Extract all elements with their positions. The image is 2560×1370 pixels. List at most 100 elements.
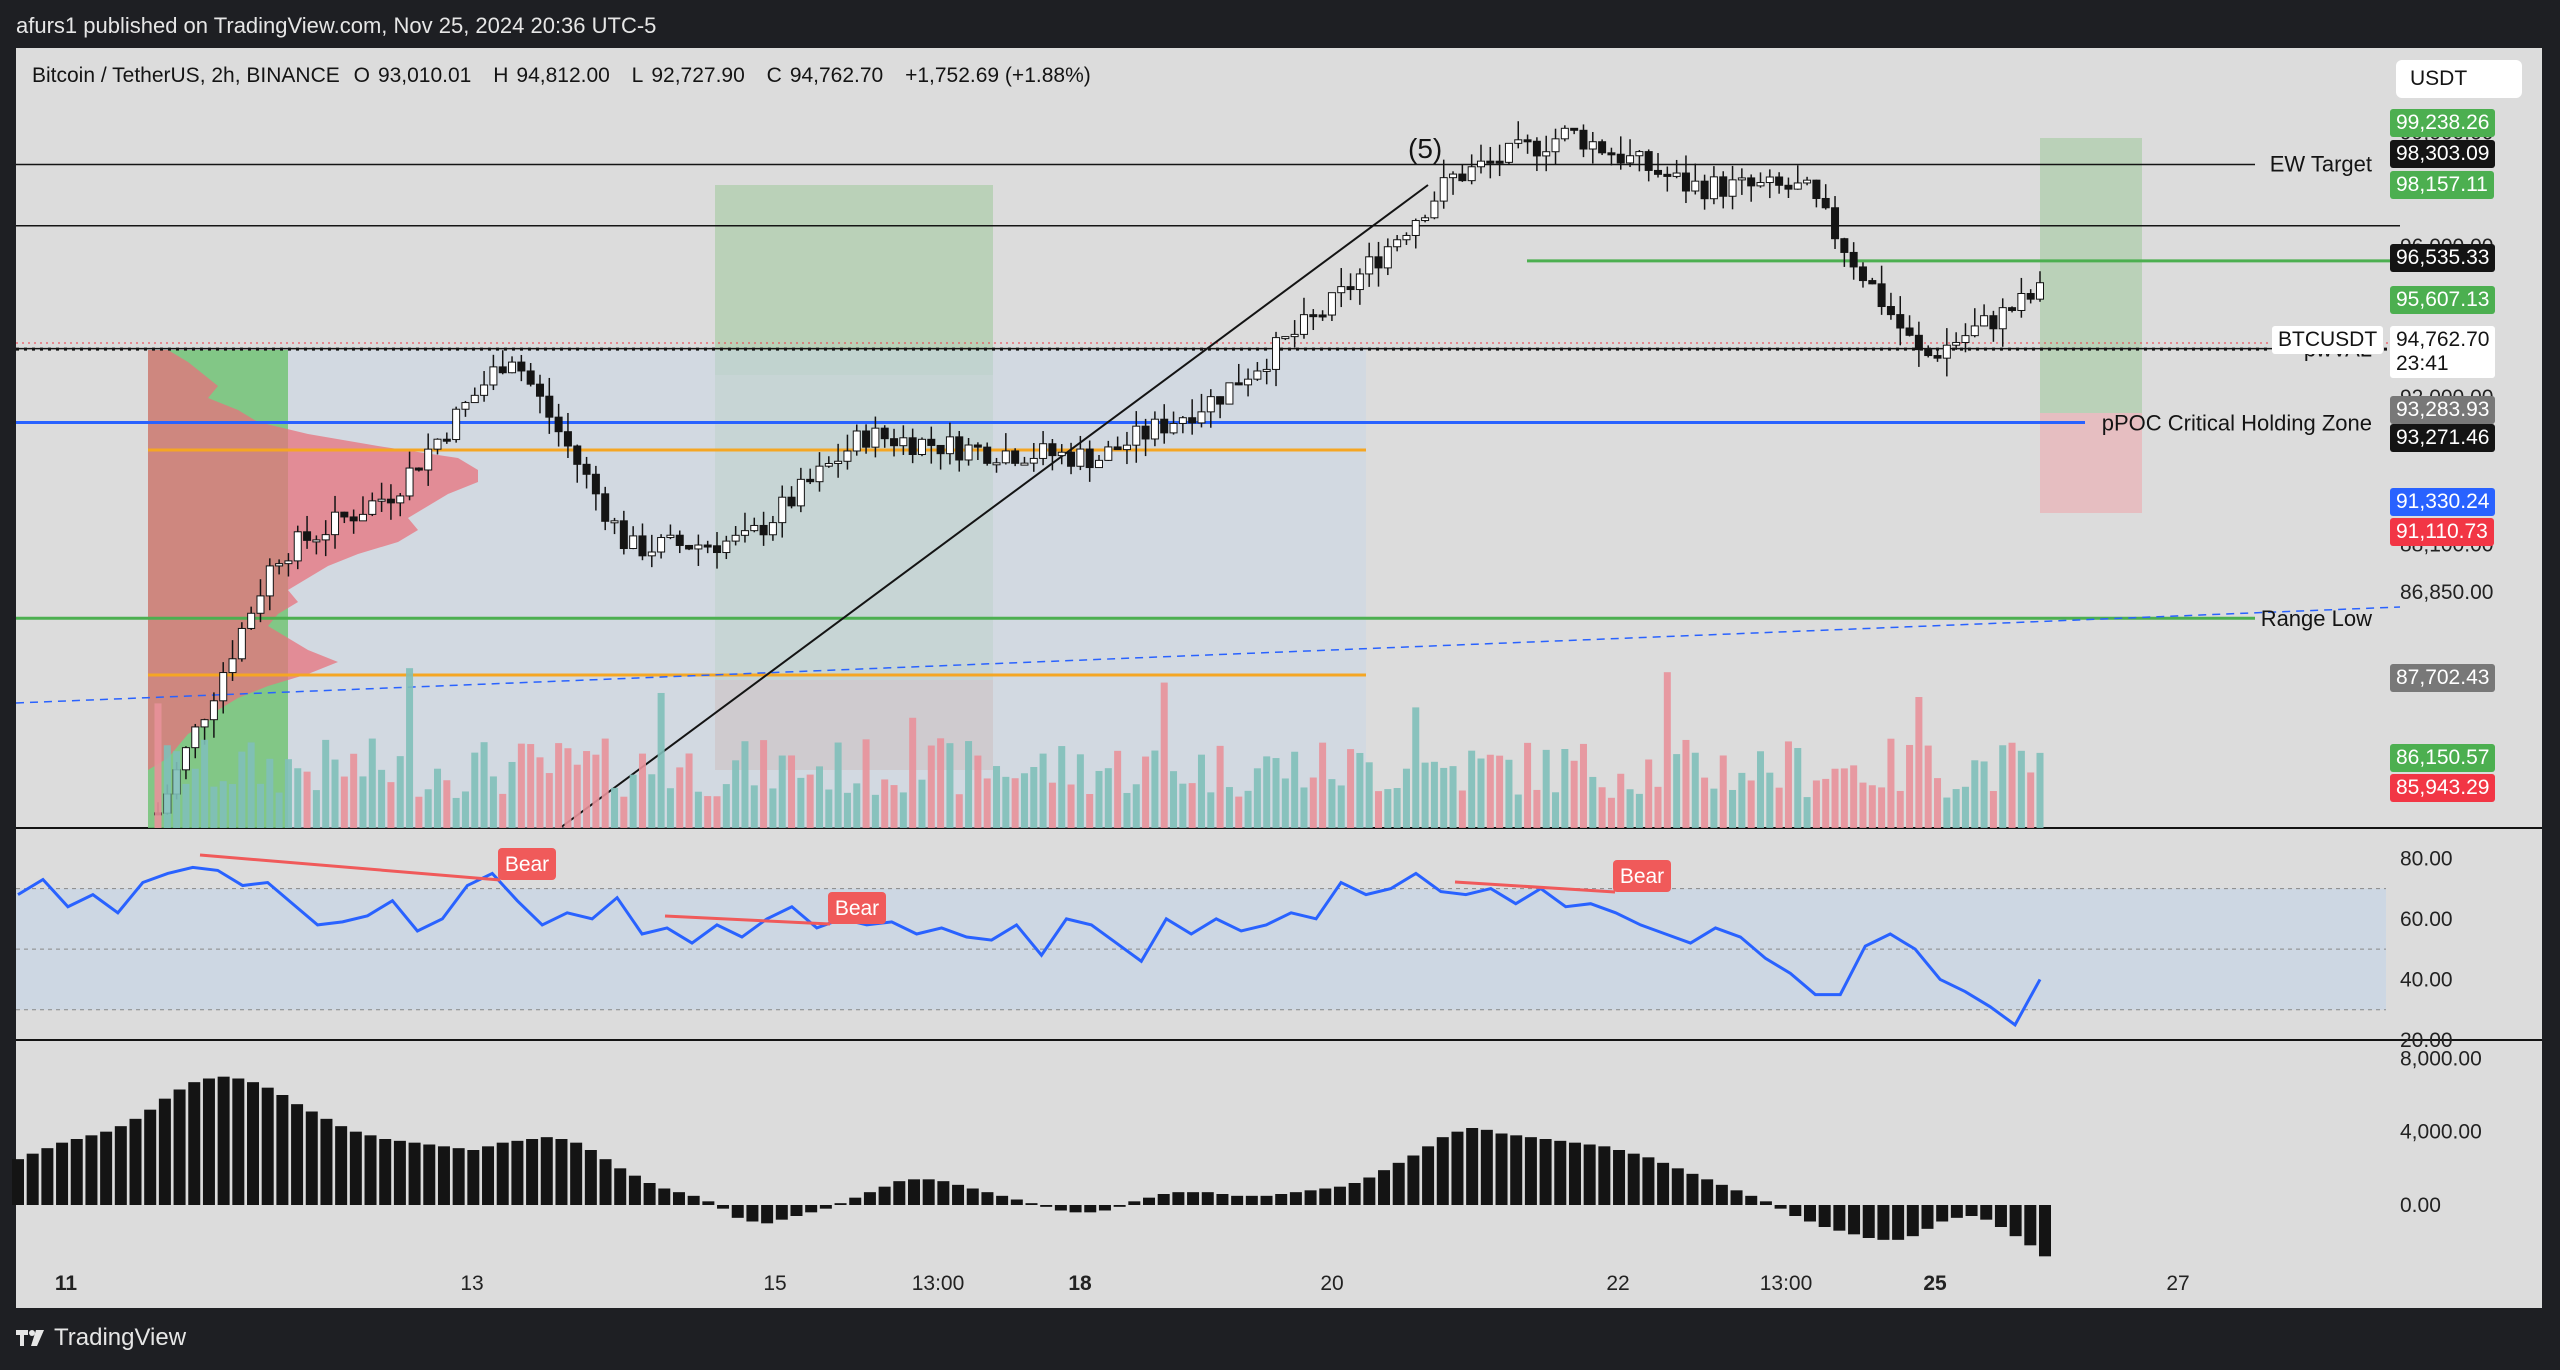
- candle-body: [1020, 462, 1029, 466]
- volume-bar: [238, 751, 246, 828]
- candle-body: [1626, 155, 1635, 164]
- macd-bar: [1084, 1205, 1097, 1213]
- candle-body: [703, 544, 712, 548]
- macd-bar: [1098, 1205, 1111, 1211]
- candle-body: [1644, 151, 1653, 171]
- macd-bar: [1392, 1162, 1405, 1205]
- candle-body: [1588, 141, 1597, 150]
- volume-bar: [1347, 749, 1355, 828]
- volume-bar: [154, 703, 162, 828]
- macd-bar: [570, 1142, 583, 1205]
- candle-body: [1234, 382, 1243, 386]
- volume-bar: [1710, 788, 1718, 828]
- volume-bar: [396, 756, 404, 828]
- volume-bar: [173, 751, 181, 828]
- candle-body: [2017, 292, 2026, 311]
- volume-bar: [564, 748, 572, 828]
- price-tag: 93,283.93: [2390, 396, 2496, 424]
- volume-bar: [937, 738, 945, 828]
- volume-bar: [1272, 758, 1280, 828]
- candle-body: [1681, 172, 1690, 192]
- macd-bar: [1407, 1155, 1420, 1205]
- volume-bar: [1915, 697, 1923, 828]
- candle-body: [1849, 251, 1858, 268]
- close-label: C: [766, 64, 782, 87]
- macd-bar: [1613, 1150, 1626, 1205]
- macd-bar: [1466, 1128, 1479, 1205]
- candle-body: [666, 534, 675, 539]
- macd-bar: [12, 1159, 24, 1205]
- candle-body: [1244, 378, 1253, 386]
- tradingview-logo[interactable]: TradingView: [16, 1324, 186, 1352]
- candle-body: [545, 395, 554, 418]
- volume-bar: [480, 742, 488, 828]
- macd-bar: [496, 1142, 509, 1205]
- candle-body: [1327, 292, 1336, 316]
- volume-bar: [1151, 750, 1159, 828]
- volume-bar: [2027, 772, 2035, 828]
- macd-bar: [158, 1098, 171, 1205]
- volume-bar: [387, 782, 395, 828]
- macd-bar: [320, 1118, 333, 1205]
- chart-canvas[interactable]: (5)EW TargetpwVALpPOC Critical Holding Z…: [0, 0, 2560, 1308]
- symbol-title[interactable]: Bitcoin / TetherUS, 2h, BINANCE: [32, 64, 340, 87]
- candle-body: [1598, 141, 1607, 154]
- close-value: 94,762.70: [789, 64, 884, 87]
- volume-bar: [471, 752, 479, 828]
- candle-body: [526, 370, 535, 385]
- candle-body: [1309, 314, 1318, 318]
- candle-body: [2026, 292, 2035, 300]
- volume-bar: [1924, 745, 1932, 828]
- candle-body: [1812, 179, 1821, 199]
- macd-bar: [41, 1148, 54, 1205]
- macd-bar: [2009, 1205, 2022, 1237]
- macd-bar: [1010, 1199, 1023, 1205]
- high-value: 94,812.00: [516, 64, 610, 87]
- candle-body: [303, 531, 312, 541]
- volume-bar: [732, 760, 740, 828]
- candle-body: [1393, 239, 1402, 248]
- wave-5-label: (5): [1408, 133, 1442, 164]
- macd-bar: [1231, 1195, 1244, 1205]
- volume-bar: [1067, 784, 1075, 828]
- candle-body: [591, 473, 600, 495]
- high-label: H: [493, 64, 509, 87]
- candle-body: [470, 394, 479, 404]
- volume-bar: [1114, 750, 1122, 828]
- volume-bar: [601, 738, 609, 828]
- candle-body: [1980, 315, 1989, 327]
- volume-bar: [1729, 789, 1737, 828]
- candle-body: [563, 431, 572, 447]
- volume-bar: [1496, 755, 1504, 828]
- volume-bar: [694, 791, 702, 828]
- macd-bar: [540, 1137, 553, 1205]
- volume-bar: [1011, 778, 1019, 828]
- candles-group: [154, 121, 2044, 828]
- macd-bar: [849, 1197, 862, 1205]
- candle-body: [1868, 280, 1877, 285]
- volume-bar: [1598, 787, 1606, 828]
- macd-bar: [1965, 1205, 1978, 1216]
- x-tick-label: 25: [1923, 1272, 1947, 1295]
- bear-badge-label: Bear: [505, 853, 549, 876]
- macd-bar: [1172, 1192, 1185, 1205]
- volume-bar: [620, 796, 628, 828]
- candle-body: [1914, 334, 1923, 351]
- volume-bar: [1207, 792, 1215, 828]
- candle-body: [414, 467, 423, 471]
- currency-button[interactable]: USDT: [2396, 60, 2522, 98]
- macd-bar: [1627, 1153, 1640, 1205]
- macd-tick-label: 8,000.00: [2400, 1047, 2482, 1070]
- volume-bar: [1794, 748, 1802, 828]
- candle-body: [1383, 246, 1392, 269]
- volume-bar: [750, 785, 758, 828]
- macd-bar: [452, 1148, 465, 1205]
- candle-body: [1458, 173, 1467, 182]
- price-tag: 95,607.13: [2390, 286, 2496, 314]
- price-tag: 85,943.29: [2390, 774, 2496, 802]
- candle-body: [284, 560, 293, 565]
- macd-bar: [1657, 1162, 1670, 1205]
- candle-body: [1039, 443, 1048, 459]
- macd-bar: [1143, 1197, 1156, 1205]
- x-tick-label: 18: [1068, 1272, 1092, 1295]
